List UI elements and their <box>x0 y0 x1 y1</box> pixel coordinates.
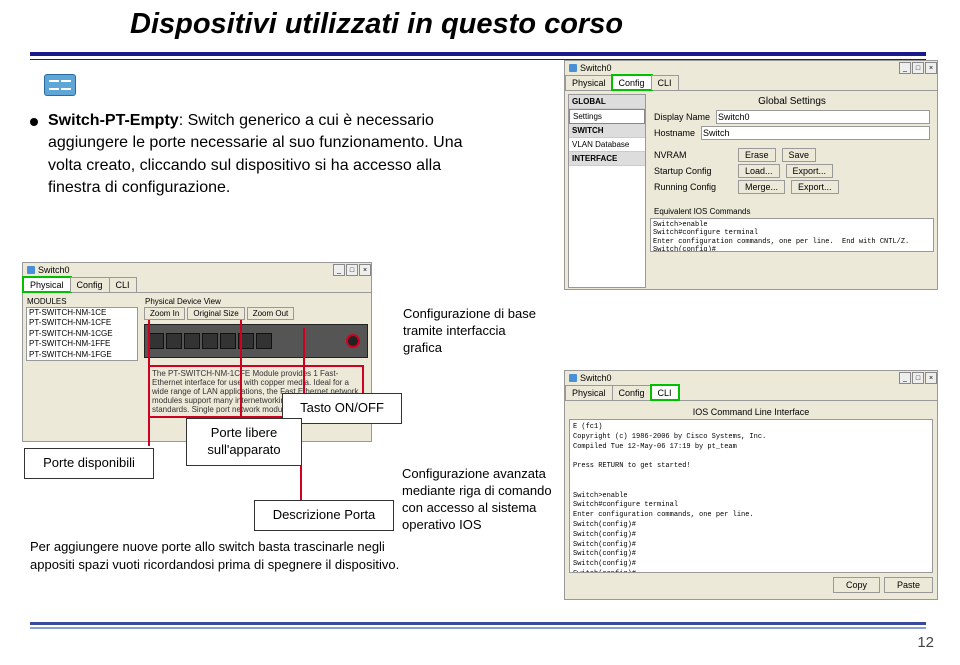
minimize-button[interactable]: _ <box>899 62 911 74</box>
tab-cli[interactable]: CLI <box>651 75 679 90</box>
modules-list[interactable]: PT-SWITCH-NM-1CE PT-SWITCH-NM-1CFE PT-SW… <box>26 307 138 361</box>
modules-panel: MODULES PT-SWITCH-NM-1CE PT-SWITCH-NM-1C… <box>23 293 141 443</box>
tabs-row: Physical Config CLI <box>565 75 937 91</box>
cli-heading: IOS Command Line Interface <box>569 405 933 419</box>
zoom-out-button[interactable]: Zoom Out <box>247 307 295 320</box>
config-main: Global Settings Display Name Switch0 Host… <box>650 94 934 288</box>
maximize-button[interactable]: □ <box>346 264 358 276</box>
empty-slot[interactable] <box>166 333 182 349</box>
tab-physical[interactable]: Physical <box>565 75 613 90</box>
save-button[interactable]: Save <box>782 148 817 162</box>
footer-rule <box>30 622 926 625</box>
close-button[interactable]: × <box>925 372 937 384</box>
ios-commands-box[interactable]: Switch>enable Switch#configure terminal … <box>650 218 934 252</box>
config-sidebar: GLOBAL Settings SWITCH VLAN Database INT… <box>568 94 646 288</box>
page-title: Dispositivi utilizzati in questo corso <box>130 8 623 41</box>
connector-line <box>240 320 242 418</box>
switch-icon-container <box>44 74 76 101</box>
window-title: Switch0 <box>580 63 612 73</box>
empty-slot[interactable] <box>148 333 164 349</box>
tab-config[interactable]: Config <box>70 277 110 292</box>
connector-line <box>303 328 305 393</box>
body-paragraph: Switch-PT-Empty: Switch generico a cui è… <box>48 110 488 200</box>
tabs-row: Physical Config CLI <box>565 385 937 401</box>
hostname-input[interactable]: Switch <box>701 126 930 140</box>
tab-config[interactable]: Config <box>612 385 652 400</box>
sidebar-global[interactable]: GLOBAL <box>569 95 645 109</box>
app-icon <box>569 64 577 72</box>
connector-line <box>148 320 150 446</box>
sidebar-interface[interactable]: INTERFACE <box>569 152 645 166</box>
maximize-button[interactable]: □ <box>912 372 924 384</box>
sidebar-vlan[interactable]: VLAN Database <box>569 138 645 152</box>
module-item[interactable]: PT-SWITCH-NM-1CE <box>27 308 137 318</box>
annotation-config-gui: Configurazione di base tramite interfacc… <box>393 300 553 363</box>
annotation-ports-free: Porte libere sull'apparato <box>186 418 302 466</box>
window-config: Switch0 _ □ × Physical Config CLI GLOBAL… <box>564 60 938 290</box>
display-name-label: Display Name <box>654 112 710 122</box>
export-button[interactable]: Export... <box>786 164 834 178</box>
title-rule-thick <box>30 52 926 56</box>
original-size-button[interactable]: Original Size <box>187 307 244 320</box>
running-label: Running Config <box>654 182 732 192</box>
erase-button[interactable]: Erase <box>738 148 776 162</box>
empty-slot[interactable] <box>184 333 200 349</box>
page-number: 12 <box>917 634 934 651</box>
pdv-label: Physical Device View <box>144 296 368 307</box>
empty-slot[interactable] <box>220 333 236 349</box>
window-titlebar: Switch0 _ □ × <box>565 61 937 75</box>
display-name-input[interactable]: Switch0 <box>716 110 930 124</box>
annotation-cli: Configurazione avanzata mediante riga di… <box>392 460 562 540</box>
footer-note: Per aggiungere nuove porte allo switch b… <box>30 538 410 573</box>
body-bold: Switch-PT-Empty <box>48 112 179 129</box>
tabs-row: Physical Config CLI <box>23 277 371 293</box>
module-item[interactable]: PT-SWITCH-NM-1FGE <box>27 350 137 360</box>
empty-slot[interactable] <box>256 333 272 349</box>
app-icon <box>27 266 35 274</box>
startup-label: Startup Config <box>654 166 732 176</box>
close-button[interactable]: × <box>359 264 371 276</box>
export-button[interactable]: Export... <box>791 180 839 194</box>
minimize-button[interactable]: _ <box>333 264 345 276</box>
modules-label: MODULES <box>26 296 138 307</box>
annotation-port-description: Descrizione Porta <box>254 500 394 531</box>
maximize-button[interactable]: □ <box>912 62 924 74</box>
footer-rule-thin <box>30 627 926 629</box>
global-settings-heading: Global Settings <box>650 94 934 109</box>
tab-config[interactable]: Config <box>612 75 652 90</box>
ios-commands-label: Equivalent IOS Commands <box>650 205 934 218</box>
bullet-icon <box>30 118 38 126</box>
annotation-ports-available: Porte disponibili <box>24 448 154 479</box>
module-item[interactable]: PT-SWITCH-NM-1FFE <box>27 339 137 349</box>
tab-cli[interactable]: CLI <box>109 277 137 292</box>
window-title: Switch0 <box>580 373 612 383</box>
cli-terminal[interactable]: E (fc1) Copyright (c) 1986-2006 by Cisco… <box>569 419 933 573</box>
window-cli: Switch0 _ □ × Physical Config CLI IOS Co… <box>564 370 938 600</box>
hostname-label: Hostname <box>654 128 695 138</box>
switch-icon <box>44 74 76 96</box>
tab-physical[interactable]: Physical <box>23 277 71 292</box>
device-image[interactable] <box>144 324 368 358</box>
empty-slot[interactable] <box>202 333 218 349</box>
window-title: Switch0 <box>38 265 70 275</box>
window-titlebar: Switch0 _ □ × <box>23 263 371 277</box>
merge-button[interactable]: Merge... <box>738 180 785 194</box>
load-button[interactable]: Load... <box>738 164 780 178</box>
zoom-in-button[interactable]: Zoom In <box>144 307 185 320</box>
app-icon <box>569 374 577 382</box>
window-titlebar: Switch0 _ □ × <box>565 371 937 385</box>
copy-button[interactable]: Copy <box>833 577 880 593</box>
power-button[interactable] <box>346 334 360 348</box>
module-item[interactable]: PT-SWITCH-NM-1CFE <box>27 318 137 328</box>
close-button[interactable]: × <box>925 62 937 74</box>
tab-physical[interactable]: Physical <box>565 385 613 400</box>
minimize-button[interactable]: _ <box>899 372 911 384</box>
paste-button[interactable]: Paste <box>884 577 933 593</box>
sidebar-switch[interactable]: SWITCH <box>569 124 645 138</box>
sidebar-settings[interactable]: Settings <box>569 109 645 124</box>
nvram-label: NVRAM <box>654 150 732 160</box>
module-item[interactable]: PT-SWITCH-NM-1CGE <box>27 329 137 339</box>
tab-cli[interactable]: CLI <box>651 385 679 400</box>
